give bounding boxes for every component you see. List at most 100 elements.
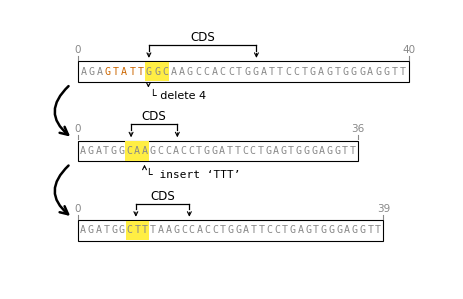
Text: T: T (342, 146, 348, 156)
Text: G: G (311, 146, 317, 156)
Text: C: C (249, 146, 255, 156)
Text: T: T (288, 146, 294, 156)
Text: A: A (170, 67, 176, 77)
Text: T: T (367, 225, 373, 235)
Bar (78, 141, 357, 161)
Text: G: G (105, 67, 111, 77)
Text: G: G (227, 225, 233, 235)
Text: A: A (95, 146, 101, 156)
Text: G: G (235, 225, 241, 235)
Text: G: G (383, 67, 389, 77)
Text: T: T (150, 225, 156, 235)
Text: A: A (297, 225, 303, 235)
Text: A: A (95, 225, 101, 235)
Text: C: C (164, 146, 170, 156)
Text: G: G (289, 225, 295, 235)
Text: C: C (188, 146, 194, 156)
Bar (144, 62, 169, 81)
Text: G: G (326, 146, 332, 156)
Text: A: A (211, 67, 217, 77)
Text: A: A (142, 146, 147, 156)
Text: C: C (180, 146, 186, 156)
Text: A: A (243, 225, 249, 235)
Text: G: G (88, 225, 94, 235)
Text: C: C (212, 225, 218, 235)
Text: A: A (157, 225, 163, 235)
Text: A: A (367, 67, 372, 77)
Text: C: C (227, 67, 233, 77)
Text: A: A (318, 67, 323, 77)
Text: CDS: CDS (150, 190, 175, 202)
Text: G: G (154, 67, 160, 77)
Text: G: G (309, 67, 315, 77)
Text: G: G (305, 225, 311, 235)
Text: 0: 0 (75, 124, 81, 134)
Text: G: G (328, 225, 334, 235)
Text: └ insert ‘TTT’: └ insert ‘TTT’ (146, 170, 240, 180)
Text: G: G (111, 146, 117, 156)
Text: T: T (301, 67, 307, 77)
Text: A: A (165, 225, 171, 235)
Text: T: T (313, 225, 319, 235)
Text: T: T (334, 67, 340, 77)
Text: G: G (244, 67, 250, 77)
Text: G: G (111, 225, 117, 235)
Text: T: T (282, 225, 288, 235)
Text: G: G (342, 67, 348, 77)
Bar (78, 61, 408, 82)
Text: G: G (303, 146, 309, 156)
Text: 39: 39 (376, 204, 389, 213)
Text: T: T (219, 225, 225, 235)
Text: A: A (80, 67, 86, 77)
Text: G: G (119, 225, 125, 235)
Text: C: C (219, 67, 225, 77)
Text: C: C (203, 67, 209, 77)
Text: T: T (142, 225, 148, 235)
Text: G: G (88, 67, 94, 77)
Text: G: G (173, 225, 179, 235)
Text: T: T (103, 146, 109, 156)
Text: T: T (129, 67, 135, 77)
Text: A: A (80, 146, 86, 156)
Text: C: C (285, 67, 291, 77)
Text: CDS: CDS (142, 110, 166, 123)
Text: G: G (359, 225, 365, 235)
Text: C: C (274, 225, 280, 235)
Text: G: G (375, 67, 381, 77)
Text: A: A (344, 225, 349, 235)
Text: CDS: CDS (190, 31, 214, 44)
Text: T: T (226, 146, 232, 156)
Text: T: T (195, 146, 201, 156)
Text: C: C (162, 67, 168, 77)
Text: 0: 0 (75, 204, 81, 213)
Text: G: G (88, 146, 94, 156)
Text: T: T (349, 146, 355, 156)
Text: A: A (96, 67, 102, 77)
Text: A: A (319, 146, 325, 156)
Text: G: G (350, 67, 356, 77)
Text: C: C (188, 225, 194, 235)
Text: A: A (260, 67, 266, 77)
Text: 0: 0 (75, 45, 81, 55)
Text: G: G (252, 67, 258, 77)
Text: T: T (374, 225, 380, 235)
Text: G: G (358, 67, 364, 77)
Text: C: C (126, 146, 132, 156)
Text: 36: 36 (351, 124, 364, 134)
Bar (125, 221, 149, 240)
Text: C: C (126, 225, 132, 235)
Text: G: G (203, 146, 209, 156)
Text: T: T (134, 225, 140, 235)
Text: G: G (187, 67, 193, 77)
Text: G: G (325, 67, 332, 77)
Text: C: C (157, 146, 163, 156)
Text: G: G (119, 146, 125, 156)
Text: T: T (236, 67, 242, 77)
Text: C: C (194, 67, 200, 77)
Text: G: G (351, 225, 357, 235)
Text: C: C (266, 225, 272, 235)
Text: T: T (269, 67, 274, 77)
Text: G: G (145, 67, 151, 77)
Text: G: G (264, 146, 270, 156)
Text: T: T (391, 67, 397, 77)
